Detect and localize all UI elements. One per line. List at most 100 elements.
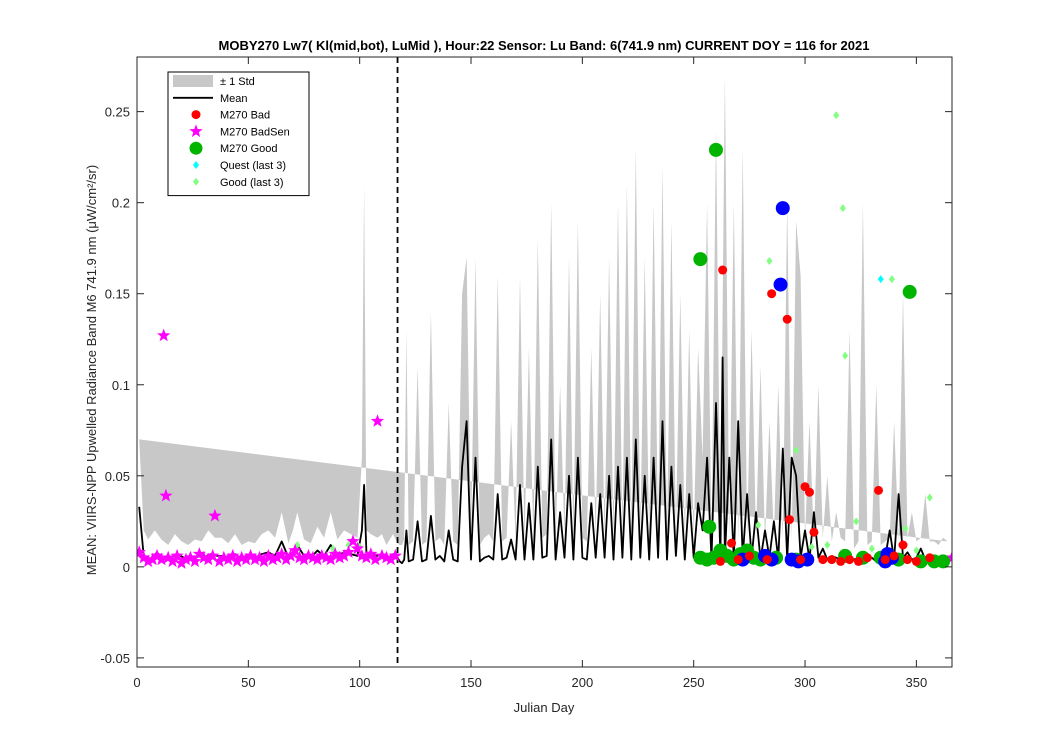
badsen-point: [379, 550, 394, 564]
y-tick-label: 0: [123, 560, 130, 575]
good-last3-point: [793, 446, 800, 455]
good-last3-point: [868, 544, 875, 553]
bad-point: [925, 553, 935, 563]
std-band-area: [139, 75, 948, 549]
badsen-point: [945, 550, 952, 564]
badsen-point: [384, 552, 398, 566]
y-tick-label: 0.25: [105, 105, 130, 120]
badsen-point: [145, 552, 160, 566]
bad-point: [818, 555, 828, 565]
badsen-point: [341, 545, 356, 558]
x-tick-label: 50: [241, 675, 255, 690]
bad-point: [796, 555, 806, 565]
legend-quest-last-3-label: Quest (last 3): [220, 160, 286, 172]
badsen-point: [297, 552, 311, 566]
badsen-point: [270, 550, 284, 564]
badsen-point: [350, 541, 365, 555]
badsen-point: [166, 554, 180, 568]
bad-point: [784, 515, 794, 525]
good-last3-point: [833, 111, 840, 120]
legend-m270-bad-swatch: [191, 110, 201, 120]
good-last3-point: [824, 541, 831, 549]
bad-point: [845, 555, 855, 565]
axes-box: [136, 56, 953, 668]
badsen-point: [206, 548, 220, 562]
bad-point: [744, 551, 754, 561]
blue-point: [773, 277, 788, 292]
good-last3-point: [926, 493, 933, 502]
good-last3-point: [766, 256, 773, 265]
good-point: [702, 519, 717, 534]
y-tick-label: 0.2: [112, 196, 130, 211]
x-tick-label: 200: [572, 675, 594, 690]
badsen-point: [319, 550, 333, 564]
legend-m270-badsen-label: M270 BadSen: [220, 126, 290, 138]
badsen-point: [288, 543, 302, 557]
quest-last3-point: [877, 275, 884, 284]
good-last3-point: [853, 517, 860, 526]
blue-point: [775, 201, 790, 216]
bad-point: [733, 555, 743, 565]
x-axis-label: Julian Day: [514, 700, 575, 715]
badsen-point: [217, 550, 231, 564]
bad-point: [804, 487, 814, 497]
legend-1-std-swatch: [173, 75, 213, 87]
legend-mean-label: Mean: [220, 93, 248, 105]
legend-1-std-label: ± 1 Std: [220, 76, 255, 88]
badsen-point: [252, 550, 267, 564]
badsen-point: [324, 552, 338, 566]
bad-point: [762, 555, 772, 565]
bad-point: [782, 314, 792, 324]
badsen-point: [235, 550, 249, 564]
badsen-point: [221, 552, 235, 566]
bad-point: [767, 289, 777, 299]
badsen-point: [310, 552, 324, 566]
legend-quest-last-3-swatch: [193, 161, 199, 169]
bad-point: [889, 551, 899, 561]
badsen-point: [368, 552, 382, 566]
badsen-point: [159, 488, 173, 502]
badsen-point: [197, 550, 211, 564]
badsen-point: [284, 548, 298, 562]
badsen-point: [370, 414, 385, 427]
bad-point: [718, 265, 728, 275]
legend-good-last-3-swatch: [193, 177, 199, 186]
blue-point: [800, 552, 815, 567]
bad-point: [827, 555, 837, 565]
badsen-point: [137, 545, 146, 558]
badsen-point: [230, 554, 244, 568]
good-point: [693, 252, 708, 267]
badsen-point: [248, 552, 262, 566]
good-last3-point: [913, 546, 920, 555]
good-last3-point: [842, 351, 849, 360]
bad-point: [853, 556, 863, 566]
bad-point: [898, 540, 908, 550]
legend: ± 1 Std Mean M270 Bad M270 BadSen M270 Good Q…: [167, 71, 310, 197]
badsen-point: [333, 550, 347, 564]
badsen-point: [275, 547, 289, 560]
bad-point: [911, 556, 921, 566]
good-last3-point: [755, 520, 762, 529]
good-last3-point: [888, 275, 895, 284]
badsen-point: [266, 552, 280, 566]
badsen-point: [174, 556, 189, 569]
good-point: [708, 142, 723, 157]
bad-point: [809, 527, 819, 537]
badsen-point: [355, 548, 369, 562]
badsen-point: [150, 548, 164, 562]
badsen-point: [337, 548, 351, 562]
x-tick-label: 0: [133, 675, 140, 690]
bad-point: [862, 553, 872, 563]
badsen-point: [154, 552, 169, 566]
badsen-point: [201, 552, 215, 566]
x-tick-label: 100: [349, 675, 371, 690]
badsen-point: [208, 508, 222, 522]
badsen-point: [364, 547, 378, 560]
y-tick-label: -0.05: [100, 651, 130, 666]
x-tick-label: 350: [906, 675, 928, 690]
badsen-point: [301, 548, 316, 562]
good-last3-point: [839, 204, 846, 213]
y-tick-label: 0.1: [112, 378, 130, 393]
badsen-point: [183, 550, 198, 564]
